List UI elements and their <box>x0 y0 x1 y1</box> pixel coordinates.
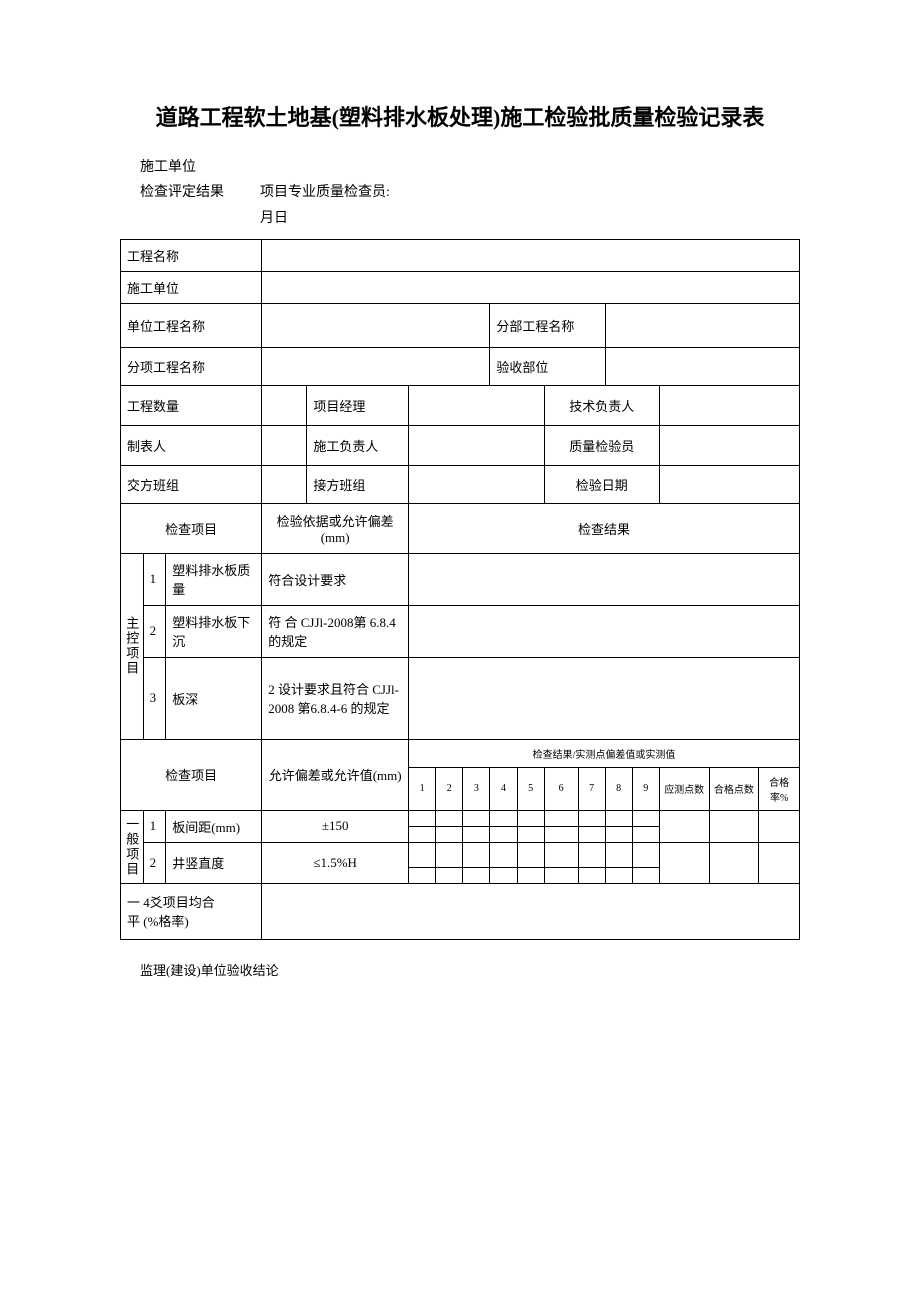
col-7: 7 <box>578 767 605 810</box>
document-title: 道路工程软土地基(塑料排水板处理)施工检验批质量检验记录表 <box>120 100 800 135</box>
row-receive-team: 接方班组 <box>307 465 409 503</box>
basis-header: 检验依据或允许偏差(mm) <box>262 503 409 553</box>
mc-item-3-basis: 2 设计要求且符合 CJJl-2008 第6.8.4-6 的规定 <box>262 657 409 739</box>
result-measure-header: 检查结果/实测点偏差值或实测值 <box>409 739 800 767</box>
row-tech-lead: 技术负责人 <box>544 385 659 425</box>
row-construction-lead: 施工负责人 <box>307 425 409 465</box>
row-project-name: 工程名称 <box>121 239 262 271</box>
row-inspect-date: 检验日期 <box>544 465 659 503</box>
mc-item-3-num: 3 <box>143 657 166 739</box>
row-item-project-name: 分项工程名称 <box>121 347 262 385</box>
gi-2-tolerance: ≤1.5%H <box>262 842 409 883</box>
col-9: 9 <box>632 767 659 810</box>
row-handover-team: 交方班组 <box>121 465 262 503</box>
col-5: 5 <box>517 767 544 810</box>
general-items-label: 一般项目 <box>121 810 144 883</box>
construction-unit-label: 施工单位 <box>140 155 260 180</box>
mc-item-1-basis: 符合设计要求 <box>262 553 409 605</box>
row-project-quantity: 工程数量 <box>121 385 262 425</box>
gi-2-num: 2 <box>143 842 166 883</box>
check-item-header: 检查项目 <box>121 503 262 553</box>
row-form-maker: 制表人 <box>121 425 262 465</box>
inspector-label: 项目专业质量检查员: 月日 <box>260 180 800 230</box>
row-unit-project-name: 单位工程名称 <box>121 303 262 347</box>
result-header: 检查结果 <box>409 503 800 553</box>
gi-2-name: 井竖直度 <box>166 842 262 883</box>
col-pass-rate: 合格率% <box>759 767 800 810</box>
col-1: 1 <box>409 767 436 810</box>
main-table: 工程名称 施工单位 单位工程名称 分部工程名称 分项工程名称 验收部位 工程数量… <box>120 239 800 940</box>
mc-item-1-name: 塑料排水板质量 <box>166 553 262 605</box>
footer-conclusion: 监理(建设)单位验收结论 <box>140 960 800 979</box>
col-measured: 应测点数 <box>659 767 709 810</box>
col-3: 3 <box>463 767 490 810</box>
col-8: 8 <box>605 767 632 810</box>
avg-row-label: 一 4爻项目均合 平 (%格率) <box>121 883 262 939</box>
mc-item-1-num: 1 <box>143 553 166 605</box>
row-acceptance-part: 验收部位 <box>490 347 605 385</box>
header-info: 施工单位 检查评定结果 项目专业质量检查员: 月日 <box>140 155 800 231</box>
mc-item-2-name: 塑料排水板下沉 <box>166 605 262 657</box>
main-control-label: 主控项目 <box>121 553 144 739</box>
mc-item-2-num: 2 <box>143 605 166 657</box>
mc-item-2-basis: 符 合 CJJl-2008第 6.8.4 的规定 <box>262 605 409 657</box>
tolerance-header: 允许偏差或允许值(mm) <box>262 739 409 810</box>
row-quality-inspector: 质量检验员 <box>544 425 659 465</box>
col-qualified: 合格点数 <box>709 767 759 810</box>
gi-1-tolerance: ±150 <box>262 810 409 842</box>
mc-item-3-name: 板深 <box>166 657 262 739</box>
col-6: 6 <box>544 767 578 810</box>
gi-1-num: 1 <box>143 810 166 842</box>
row-construction-unit: 施工单位 <box>121 271 262 303</box>
row-sub-project-name: 分部工程名称 <box>490 303 605 347</box>
check-result-label: 检查评定结果 <box>140 180 260 205</box>
gi-1-name: 板间距(mm) <box>166 810 262 842</box>
row-project-manager: 项目经理 <box>307 385 409 425</box>
col-2: 2 <box>436 767 463 810</box>
general-check-item-header: 检查项目 <box>121 739 262 810</box>
col-4: 4 <box>490 767 517 810</box>
